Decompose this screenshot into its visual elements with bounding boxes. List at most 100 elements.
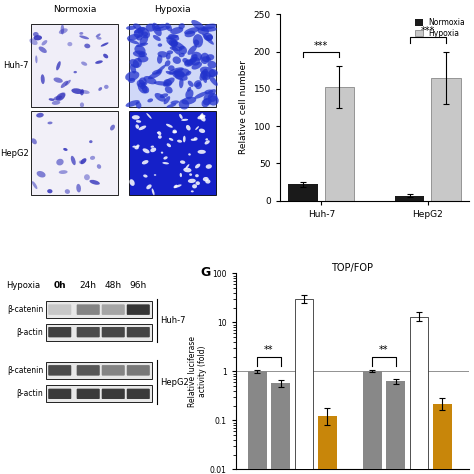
Ellipse shape xyxy=(84,174,90,180)
Bar xyxy=(31,111,118,195)
Ellipse shape xyxy=(201,71,211,80)
Ellipse shape xyxy=(132,115,140,119)
Ellipse shape xyxy=(67,42,73,46)
Bar xyxy=(295,299,313,474)
Bar xyxy=(129,111,216,195)
Ellipse shape xyxy=(188,45,197,55)
FancyBboxPatch shape xyxy=(127,389,150,399)
Ellipse shape xyxy=(206,35,213,41)
Ellipse shape xyxy=(182,97,196,105)
Ellipse shape xyxy=(179,114,182,119)
Ellipse shape xyxy=(170,46,182,51)
Ellipse shape xyxy=(73,71,77,73)
Ellipse shape xyxy=(179,46,187,55)
Text: β-actin: β-actin xyxy=(17,389,43,398)
Ellipse shape xyxy=(194,80,201,87)
FancyBboxPatch shape xyxy=(77,305,100,315)
Ellipse shape xyxy=(173,185,178,188)
Ellipse shape xyxy=(170,27,183,34)
Ellipse shape xyxy=(166,103,176,108)
Ellipse shape xyxy=(209,75,218,86)
Ellipse shape xyxy=(134,45,146,55)
Ellipse shape xyxy=(152,23,162,36)
Text: Huh-7: Huh-7 xyxy=(160,317,185,325)
Ellipse shape xyxy=(147,99,153,102)
Ellipse shape xyxy=(35,55,37,63)
Ellipse shape xyxy=(187,57,197,66)
Ellipse shape xyxy=(206,54,214,61)
Ellipse shape xyxy=(126,100,140,107)
Ellipse shape xyxy=(59,28,68,34)
FancyBboxPatch shape xyxy=(127,389,150,399)
FancyBboxPatch shape xyxy=(77,365,100,375)
Ellipse shape xyxy=(141,31,148,36)
Ellipse shape xyxy=(128,39,139,44)
Bar xyxy=(318,417,337,474)
Text: **: ** xyxy=(379,345,389,355)
Ellipse shape xyxy=(153,35,161,41)
Ellipse shape xyxy=(164,79,172,86)
Text: ***: *** xyxy=(314,41,328,51)
Ellipse shape xyxy=(72,88,83,94)
Ellipse shape xyxy=(126,26,136,30)
Ellipse shape xyxy=(127,34,140,40)
Ellipse shape xyxy=(36,171,46,177)
Ellipse shape xyxy=(155,26,170,31)
Ellipse shape xyxy=(90,156,95,160)
Ellipse shape xyxy=(173,56,181,64)
FancyBboxPatch shape xyxy=(127,327,150,337)
Ellipse shape xyxy=(56,159,64,165)
Ellipse shape xyxy=(180,173,182,177)
Ellipse shape xyxy=(190,57,200,65)
Ellipse shape xyxy=(125,71,139,81)
Text: 96h: 96h xyxy=(129,281,147,290)
FancyBboxPatch shape xyxy=(102,327,125,337)
Ellipse shape xyxy=(200,53,210,64)
Bar xyxy=(271,383,290,474)
Ellipse shape xyxy=(138,126,146,130)
FancyBboxPatch shape xyxy=(48,365,71,375)
Ellipse shape xyxy=(157,131,161,135)
Ellipse shape xyxy=(173,131,177,134)
Ellipse shape xyxy=(129,59,139,68)
Ellipse shape xyxy=(172,71,188,81)
Ellipse shape xyxy=(163,162,169,164)
Ellipse shape xyxy=(179,23,185,29)
Ellipse shape xyxy=(33,32,39,37)
Bar xyxy=(46,385,152,402)
Bar xyxy=(431,78,461,201)
FancyBboxPatch shape xyxy=(48,327,71,337)
Ellipse shape xyxy=(56,61,61,71)
Ellipse shape xyxy=(183,136,186,142)
Ellipse shape xyxy=(170,41,177,47)
FancyBboxPatch shape xyxy=(127,365,150,375)
Ellipse shape xyxy=(188,179,196,183)
Ellipse shape xyxy=(134,146,139,149)
Ellipse shape xyxy=(169,138,173,141)
Ellipse shape xyxy=(32,181,37,189)
Ellipse shape xyxy=(133,58,142,68)
Ellipse shape xyxy=(129,179,135,186)
FancyBboxPatch shape xyxy=(48,365,71,375)
Ellipse shape xyxy=(104,85,109,89)
FancyBboxPatch shape xyxy=(102,365,125,375)
Ellipse shape xyxy=(166,53,171,60)
Text: Hypoxia: Hypoxia xyxy=(154,5,191,14)
Ellipse shape xyxy=(53,96,62,100)
Ellipse shape xyxy=(95,60,103,64)
FancyBboxPatch shape xyxy=(48,327,71,337)
Text: β-catenin: β-catenin xyxy=(7,305,43,314)
Text: 48h: 48h xyxy=(105,281,122,290)
Ellipse shape xyxy=(168,34,179,41)
Ellipse shape xyxy=(152,189,155,195)
FancyBboxPatch shape xyxy=(48,305,71,315)
Ellipse shape xyxy=(188,81,193,87)
Ellipse shape xyxy=(80,102,84,108)
FancyBboxPatch shape xyxy=(48,305,71,315)
Ellipse shape xyxy=(201,56,211,62)
Ellipse shape xyxy=(61,25,64,35)
Ellipse shape xyxy=(190,54,198,63)
Text: HepG2: HepG2 xyxy=(0,149,29,158)
Ellipse shape xyxy=(47,189,53,193)
Ellipse shape xyxy=(142,160,148,164)
